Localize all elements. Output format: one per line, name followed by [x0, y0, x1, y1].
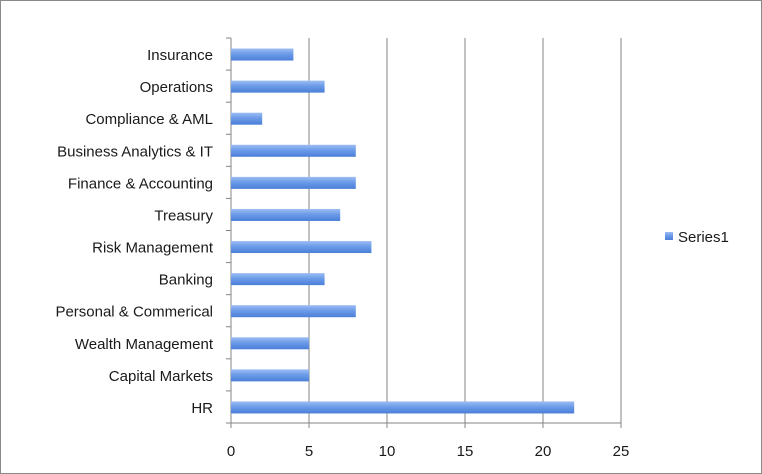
bar [231, 401, 575, 414]
bars [231, 48, 575, 414]
category-label: Treasury [154, 207, 213, 224]
category-label: Finance & Accounting [68, 175, 213, 192]
category-label: Business Analytics & IT [57, 143, 213, 160]
x-tick-label: 20 [535, 443, 552, 460]
x-tick-label: 10 [379, 443, 396, 460]
bar [231, 337, 309, 350]
category-label: Risk Management [92, 240, 214, 257]
legend-label-series1: Series1 [678, 229, 729, 246]
legend: Series1 [665, 229, 729, 246]
bar [231, 80, 325, 93]
category-label: Personal & Commerical [55, 304, 213, 321]
bar [231, 112, 263, 125]
x-tick-label: 0 [227, 443, 235, 460]
x-tick-label: 5 [305, 443, 313, 460]
bar [231, 48, 294, 61]
category-label: Wealth Management [75, 336, 214, 353]
bar [231, 369, 309, 382]
category-label: Capital Markets [109, 368, 213, 385]
legend-swatch-series1 [665, 232, 673, 240]
x-tick-label: 15 [457, 443, 474, 460]
axes [226, 37, 622, 428]
category-label: Compliance & AML [85, 111, 213, 128]
category-label: HR [191, 400, 213, 417]
bar [231, 208, 341, 221]
category-label: Banking [159, 272, 213, 289]
x-tick-label: 25 [613, 443, 630, 460]
bar [231, 241, 372, 254]
x-tick-labels: 0 5 10 15 20 25 [227, 443, 630, 460]
bar [231, 305, 356, 318]
bar [231, 144, 356, 157]
category-label: Operations [140, 79, 213, 96]
category-labels: Insurance Operations Compliance & AML Busin… [55, 47, 213, 417]
bar [231, 176, 356, 189]
category-label: Insurance [147, 47, 213, 64]
bar [231, 273, 325, 286]
gridlines [308, 38, 622, 423]
